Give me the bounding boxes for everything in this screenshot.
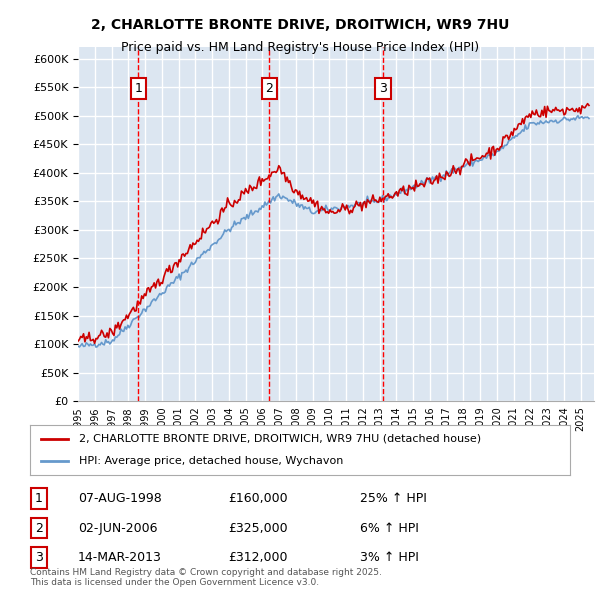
Text: 2, CHARLOTTE BRONTE DRIVE, DROITWICH, WR9 7HU (detached house): 2, CHARLOTTE BRONTE DRIVE, DROITWICH, WR… [79, 434, 481, 444]
Text: 1: 1 [134, 82, 142, 95]
Text: 3: 3 [379, 82, 387, 95]
Text: 2, CHARLOTTE BRONTE DRIVE, DROITWICH, WR9 7HU: 2, CHARLOTTE BRONTE DRIVE, DROITWICH, WR… [91, 18, 509, 32]
Text: 1: 1 [35, 492, 43, 505]
Text: HPI: Average price, detached house, Wychavon: HPI: Average price, detached house, Wych… [79, 456, 343, 466]
Text: £312,000: £312,000 [228, 551, 287, 564]
Text: 6% ↑ HPI: 6% ↑ HPI [360, 522, 419, 535]
Text: 25% ↑ HPI: 25% ↑ HPI [360, 492, 427, 505]
Text: Contains HM Land Registry data © Crown copyright and database right 2025.
This d: Contains HM Land Registry data © Crown c… [30, 568, 382, 587]
Text: £160,000: £160,000 [228, 492, 287, 505]
Text: 3% ↑ HPI: 3% ↑ HPI [360, 551, 419, 564]
Text: 2: 2 [35, 522, 43, 535]
Text: 3: 3 [35, 551, 43, 564]
Text: 2: 2 [265, 82, 273, 95]
Text: Price paid vs. HM Land Registry's House Price Index (HPI): Price paid vs. HM Land Registry's House … [121, 41, 479, 54]
Text: 07-AUG-1998: 07-AUG-1998 [78, 492, 162, 505]
Text: 02-JUN-2006: 02-JUN-2006 [78, 522, 157, 535]
Text: 14-MAR-2013: 14-MAR-2013 [78, 551, 162, 564]
Text: £325,000: £325,000 [228, 522, 287, 535]
